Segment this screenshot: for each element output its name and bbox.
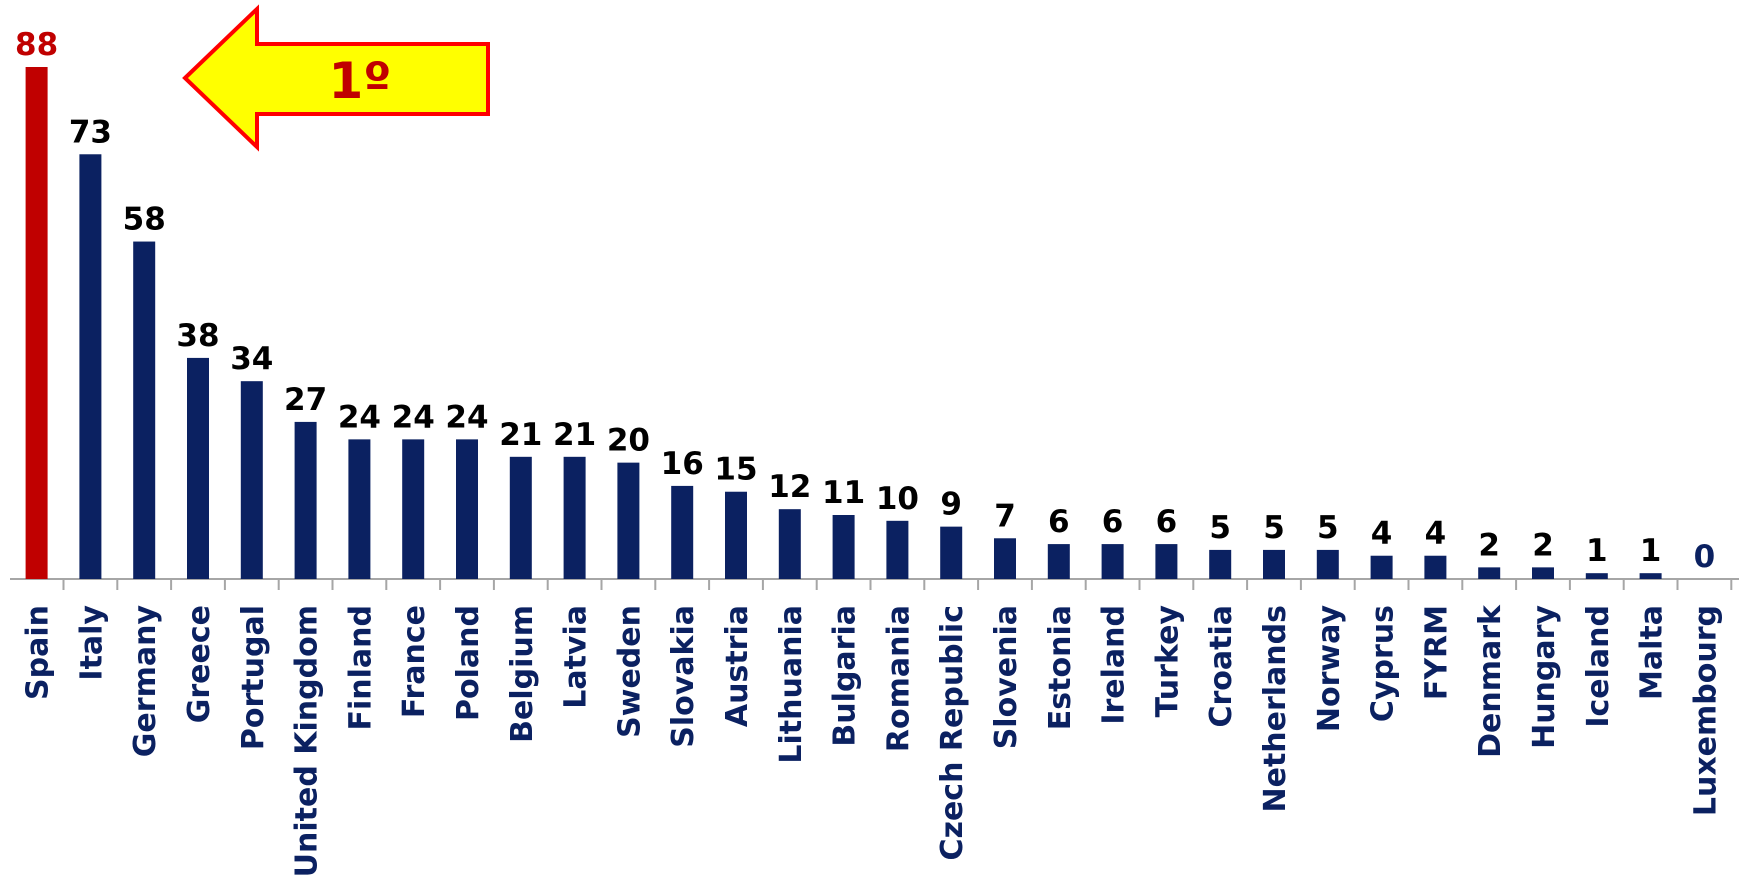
- bar: [402, 439, 424, 579]
- bar: [348, 439, 370, 579]
- bar: [1102, 544, 1124, 579]
- bar: [671, 486, 693, 579]
- x-tick-label: Italy: [74, 605, 109, 681]
- value-label: 2: [1478, 527, 1500, 563]
- bar: [510, 457, 532, 579]
- x-tick-label: Romania: [881, 605, 916, 752]
- value-label: 5: [1209, 510, 1231, 546]
- x-tick-label: Bulgaria: [828, 605, 863, 747]
- value-label: 12: [768, 469, 811, 505]
- x-tick-label: Malta: [1635, 605, 1670, 700]
- x-tick-label: Slovenia: [989, 605, 1024, 749]
- bar: [1424, 556, 1446, 579]
- value-label: 16: [661, 446, 704, 482]
- value-label: 34: [230, 341, 273, 377]
- bar: [456, 439, 478, 579]
- value-label: 38: [176, 318, 219, 354]
- value-label: 5: [1263, 510, 1285, 546]
- value-label: 15: [714, 452, 757, 488]
- bar: [1155, 544, 1177, 579]
- x-tick-label: Czech Republic: [935, 605, 970, 861]
- bar: [241, 381, 263, 579]
- x-tick-label: Slovakia: [666, 605, 701, 748]
- x-tick-label: Lithuania: [774, 605, 809, 764]
- bar: [617, 463, 639, 579]
- value-label: 7: [994, 498, 1016, 534]
- value-label: 24: [392, 399, 435, 435]
- value-label: 21: [553, 417, 596, 453]
- x-tick-label: France: [397, 605, 432, 718]
- bar: [886, 521, 908, 579]
- bar: [295, 422, 317, 579]
- bar: [725, 492, 747, 579]
- bar: [1048, 544, 1070, 579]
- x-tick-label: Poland: [451, 605, 486, 721]
- x-tick-label: Cyprus: [1366, 605, 1401, 722]
- bar: [1478, 567, 1500, 579]
- value-label: 58: [123, 202, 166, 238]
- annotation-text: 1º: [329, 52, 392, 110]
- bar: [1209, 550, 1231, 579]
- value-label: 0: [1694, 539, 1716, 575]
- value-label: 27: [284, 382, 327, 418]
- x-tick-label: Latvia: [559, 605, 594, 709]
- bar: [187, 358, 209, 579]
- x-tick-label: Hungary: [1527, 605, 1562, 749]
- x-tick-label: Finland: [343, 605, 378, 731]
- x-tick-label: Turkey: [1150, 605, 1185, 718]
- value-label: 1: [1586, 533, 1608, 569]
- bar: [1263, 550, 1285, 579]
- x-tick-label: Denmark: [1473, 604, 1508, 758]
- bar: [994, 538, 1016, 579]
- x-tick-label: United Kingdom: [290, 605, 325, 877]
- x-tick-label: Norway: [1312, 605, 1347, 733]
- bar: [1532, 567, 1554, 579]
- x-tick-label: FYRM: [1419, 605, 1454, 700]
- x-tick-label: Croatia: [1204, 605, 1239, 728]
- bar: [1317, 550, 1339, 579]
- value-label: 10: [876, 481, 919, 517]
- value-label: 88: [15, 27, 58, 63]
- x-tick-label: Estonia: [1043, 605, 1078, 730]
- value-label: 24: [338, 399, 381, 435]
- value-label: 11: [822, 475, 865, 511]
- x-tick-label: Belgium: [505, 605, 540, 743]
- bar: [779, 509, 801, 579]
- value-label: 24: [445, 399, 488, 435]
- value-label: 6: [1102, 504, 1124, 540]
- x-tick-label: Greece: [182, 605, 217, 723]
- bar: [79, 154, 101, 579]
- x-tick-label: Spain: [21, 605, 56, 700]
- x-tick-label: Portugal: [236, 605, 271, 750]
- bar: [133, 242, 155, 579]
- value-label: 9: [940, 487, 962, 523]
- bar: [1640, 573, 1662, 579]
- bar: [940, 527, 962, 579]
- x-tick-label: Austria: [720, 605, 755, 727]
- bar: [26, 67, 48, 579]
- x-tick-label: Netherlands: [1258, 605, 1293, 813]
- x-tick-label: Iceland: [1581, 605, 1616, 728]
- chart: 1º 88 Spain 73 Italy 58 Germany 38 Greece 34 Port…: [0, 0, 1739, 889]
- value-label: 20: [607, 423, 650, 459]
- bar: [833, 515, 855, 579]
- value-label: 6: [1156, 504, 1178, 540]
- value-label: 1: [1640, 533, 1662, 569]
- value-label: 4: [1371, 516, 1393, 552]
- bar: [1586, 573, 1608, 579]
- value-label: 4: [1425, 516, 1447, 552]
- value-label: 6: [1048, 504, 1070, 540]
- bar: [564, 457, 586, 579]
- bar: [1371, 556, 1393, 579]
- value-label: 73: [69, 114, 112, 150]
- value-label: 21: [499, 417, 542, 453]
- x-tick-label: Germany: [128, 605, 163, 758]
- value-label: 2: [1532, 527, 1554, 563]
- x-tick-label: Sweden: [612, 605, 647, 738]
- value-label: 5: [1317, 510, 1339, 546]
- x-tick-label: Ireland: [1097, 605, 1132, 725]
- x-tick-label: Luxembourg: [1688, 605, 1723, 816]
